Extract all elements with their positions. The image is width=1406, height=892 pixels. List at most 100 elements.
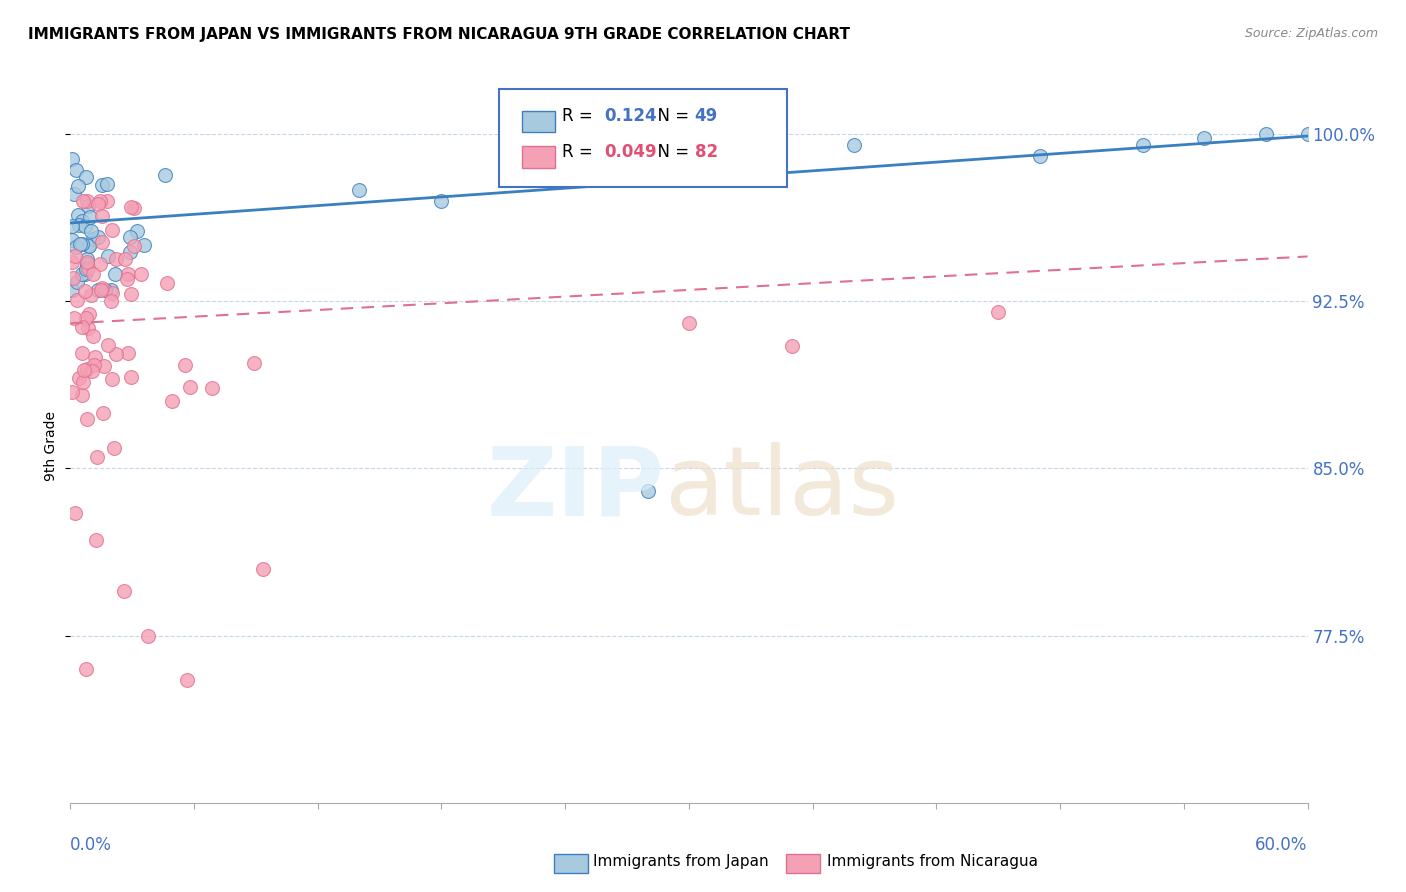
Point [65,506,87,520]
Point [76,194,98,208]
Point [101,372,124,386]
Point [60,152,83,166]
Point [90,209,112,223]
Point [76,362,98,376]
Point [82,328,104,343]
Point [1256,127,1278,141]
Point [80,364,103,378]
Point [117,268,139,282]
Point [76,311,98,326]
Point [77,320,100,334]
Point [96,194,118,208]
Point [76,252,98,267]
Point [70,267,93,281]
Text: 60.0%: 60.0% [1256,837,1308,855]
Text: N =: N = [647,107,695,125]
Point [79,287,101,301]
Point [76,412,98,426]
Text: Immigrants from Japan: Immigrants from Japan [593,855,769,869]
Point [70,345,93,359]
Point [62,271,84,285]
Text: 0.124: 0.124 [605,107,657,125]
Point [75,170,97,185]
Point [89,257,111,271]
Point [80,223,103,237]
Point [75,219,97,234]
Point [138,628,160,642]
Text: R =: R = [562,143,599,161]
Point [96,177,118,191]
Point [79,211,101,225]
Point [678,316,700,330]
Point [156,276,179,290]
Point [174,358,197,372]
Point [134,237,156,252]
Point [67,179,90,194]
Point [83,350,105,364]
Point [67,208,90,222]
Point [70,320,93,334]
Point [66,275,89,289]
Point [93,283,115,297]
Point [60,283,83,297]
Point [60,255,83,269]
Point [65,163,87,178]
Point [120,370,142,384]
Point [1028,149,1050,163]
Point [125,224,148,238]
Point [153,168,176,182]
Point [82,231,104,245]
Point [76,257,98,271]
Point [104,346,127,360]
Point [122,238,145,252]
Point [89,194,111,208]
Point [63,187,86,202]
Text: 0.0%: 0.0% [70,837,112,855]
Point [91,178,114,193]
Point [84,533,107,547]
Point [83,358,105,372]
Point [987,305,1010,319]
Point [1132,137,1154,152]
Point [129,267,152,281]
Point [120,200,142,214]
Point [60,233,83,247]
Point [243,356,266,370]
Point [73,268,96,282]
Point [90,281,112,295]
Point [67,218,90,232]
Point [60,385,83,400]
Point [1194,131,1216,145]
Point [100,283,122,297]
Point [72,375,94,389]
Point [122,201,145,215]
Point [115,272,138,286]
Point [176,673,198,687]
Point [100,293,122,308]
Point [63,249,86,263]
Point [79,238,101,252]
Point [160,394,183,409]
Point [73,363,96,377]
Point [75,262,97,277]
Text: 0.049: 0.049 [605,143,657,161]
Point [637,483,659,498]
Point [347,182,370,196]
Point [104,267,127,281]
Point [780,338,803,352]
Point [118,230,141,244]
Text: 49: 49 [695,107,718,125]
Point [60,219,83,233]
Y-axis label: 9th Grade: 9th Grade [45,411,59,481]
Point [70,214,93,228]
Point [82,267,104,281]
Point [73,284,96,298]
Point [70,237,93,252]
Point [430,194,453,208]
Point [842,137,865,152]
Point [65,240,87,254]
Point [86,450,108,464]
Point [1296,127,1319,141]
Point [101,285,124,300]
Point [96,337,118,351]
